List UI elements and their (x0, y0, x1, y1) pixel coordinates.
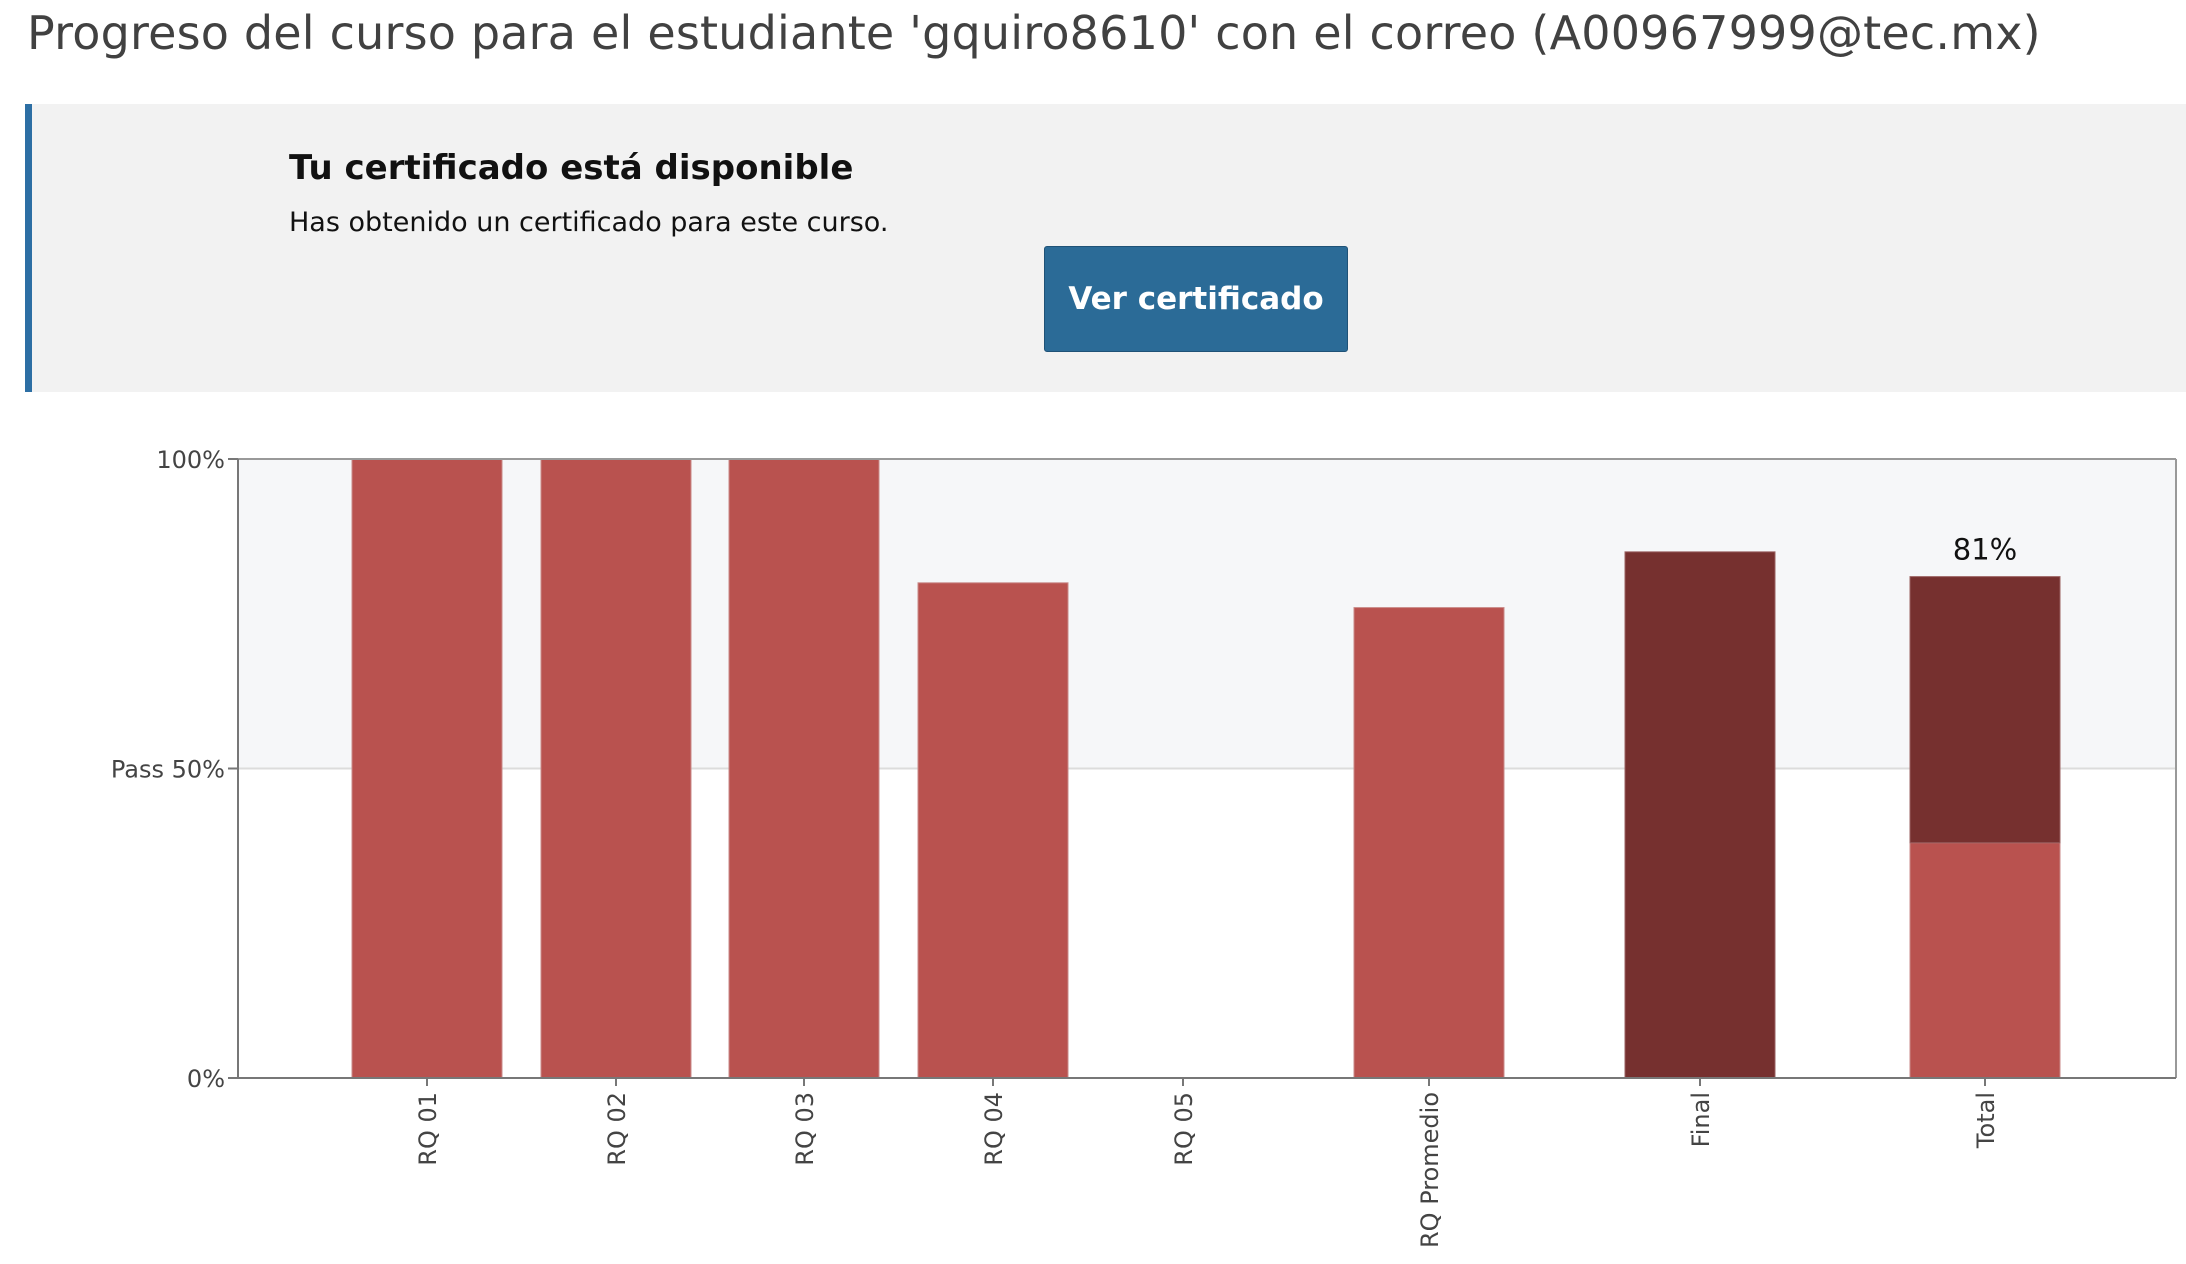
bar-final (1624, 551, 1776, 1079)
view-certificate-button[interactable]: Ver certificado (1044, 246, 1348, 352)
y-tick-label: Pass 50% (111, 756, 225, 784)
bar-rq-promedio (1353, 607, 1505, 1079)
bar-rq-04 (917, 582, 1069, 1079)
x-tick-label: RQ 04 (980, 1092, 1008, 1166)
progress-chart: 81% 0% Pass 50% 100% RQ 01 RQ 02 RQ 03 RQ 04 RQ … (111, 446, 2177, 1248)
certificate-description: Has obtenido un certificado para este cu… (289, 207, 889, 238)
y-tick-label: 0% (187, 1065, 225, 1093)
bar-rq-03 (728, 458, 880, 1079)
certificate-heading: Tu certificado está disponible (289, 148, 854, 188)
x-tick-label: RQ Promedio (1416, 1092, 1444, 1248)
bar-total-lower (1909, 842, 2061, 1079)
pass-band (238, 459, 2176, 769)
bar-total-value-label: 81% (1953, 533, 2017, 567)
certificate-banner: Tu certificado está disponible Has obten… (25, 104, 2186, 392)
x-tick-label: RQ 01 (414, 1092, 442, 1166)
x-tick-label: Total (1972, 1092, 2000, 1149)
page-title: Progreso del curso para el estudiante 'g… (27, 6, 2041, 60)
y-tick-label: 100% (156, 446, 225, 474)
x-tick-label: RQ 02 (603, 1092, 631, 1166)
x-tick-label: RQ 05 (1170, 1092, 1198, 1166)
x-tick-label: RQ 03 (791, 1092, 819, 1166)
bar-rq-01 (351, 458, 503, 1079)
x-tick-label: Final (1687, 1092, 1715, 1147)
bar-total-upper (1909, 576, 2061, 844)
bar-rq-02 (540, 458, 692, 1079)
